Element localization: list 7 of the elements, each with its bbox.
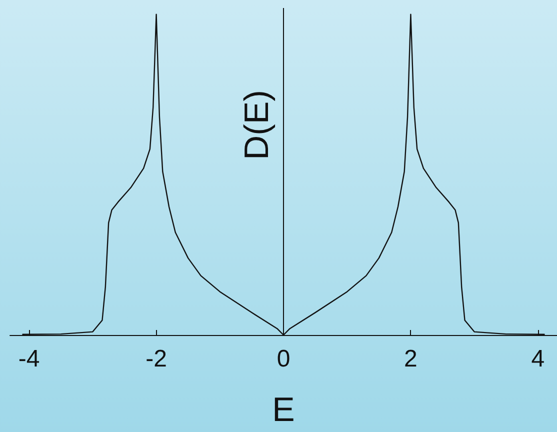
x-tick-label: 2 [404, 346, 418, 372]
y-axis-title: D(E) [238, 90, 276, 160]
x-tick-label: -4 [18, 346, 40, 372]
x-axis-title: E [272, 391, 295, 429]
x-tick-label: 4 [531, 346, 545, 372]
x-tick-label: 0 [276, 346, 290, 372]
x-tick-label: -2 [146, 346, 167, 372]
